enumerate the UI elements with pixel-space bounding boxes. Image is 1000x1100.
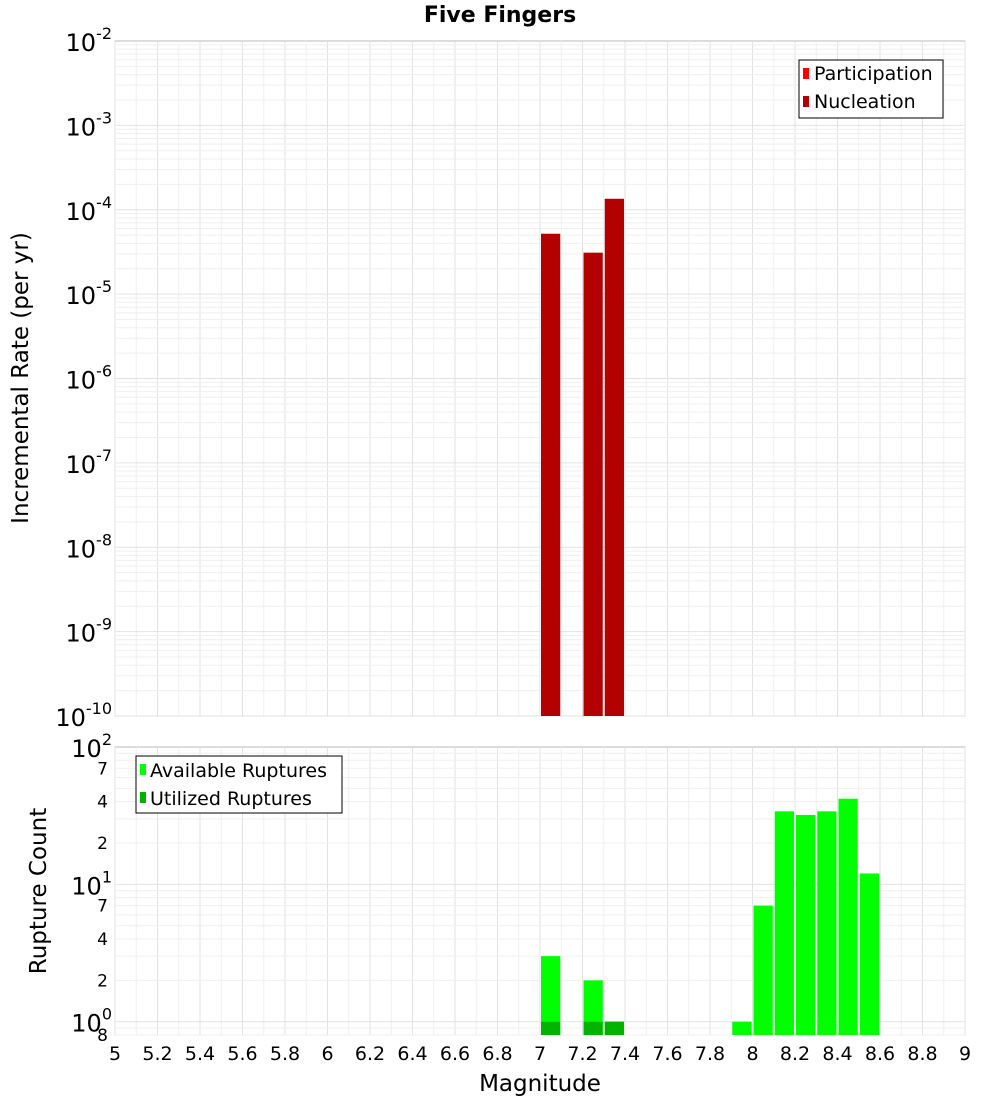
count-y-minor-tick-label: 8 xyxy=(97,1026,108,1046)
utilized-ruptures-bar xyxy=(583,1021,603,1035)
available-ruptures-bar xyxy=(838,798,858,1035)
participation-swatch xyxy=(803,68,809,79)
count-y-minor-tick-label: 2 xyxy=(97,834,108,854)
available-ruptures-bar xyxy=(817,811,837,1035)
nucleation-bar xyxy=(541,233,561,716)
x-tick-label: 9 xyxy=(959,1043,971,1065)
nucleation-swatch xyxy=(803,96,809,107)
count-y-minor-tick-label: 2 xyxy=(97,971,108,991)
x-tick-label: 6.4 xyxy=(397,1043,427,1065)
nucleation-legend-label: Nucleation xyxy=(814,91,916,113)
count-legend: Available Ruptures Utilized Ruptures xyxy=(135,755,343,814)
count-legend-box xyxy=(135,755,343,814)
nucleation-bar xyxy=(604,198,624,717)
count-y-ticks: 102 101 100 7 4 2 7 4 2 8 xyxy=(71,730,112,1046)
count-panel: 102 101 100 7 4 2 7 4 2 8 5 5.2 5.4 5.6 5.8 6 6.2 6.4 6.6… xyxy=(26,730,971,1097)
count-y-minor-tick-label: 4 xyxy=(97,793,108,813)
count-y-major-tick-label: 100 xyxy=(71,1005,112,1038)
count-y-axis-label: Rupture Count xyxy=(26,808,52,974)
x-tick-label: 8.4 xyxy=(822,1043,852,1065)
utilized-ruptures-bar xyxy=(604,1021,624,1035)
magnitude-x-ticks: 5 5.2 5.4 5.6 5.8 6 6.2 6.4 6.6 6.8 7 7.2 7.4 7.6 7.8 8… xyxy=(109,1043,971,1065)
available-ruptures-bar xyxy=(796,814,816,1035)
count-y-major-tick-label: 101 xyxy=(71,867,112,900)
x-axis-label: Magnitude xyxy=(479,1071,601,1097)
rate-grid xyxy=(114,41,966,717)
x-tick-label: 8 xyxy=(746,1043,758,1065)
rate-legend-box xyxy=(798,59,944,119)
available-ruptures-swatch xyxy=(140,764,146,775)
available-ruptures-bar xyxy=(774,811,794,1035)
rate-y-tick-label: 10-2 xyxy=(66,24,113,57)
rate-bars xyxy=(541,198,624,717)
x-tick-label: 8.2 xyxy=(780,1043,810,1065)
count-y-minor-tick-label: 7 xyxy=(97,759,108,779)
x-tick-label: 7.4 xyxy=(610,1043,640,1065)
utilized-ruptures-bar xyxy=(541,1021,561,1035)
rate-panel: 10-2 10-3 10-4 10-5 10-6 10-7 10-8 10-9 10-10 In… xyxy=(8,24,966,732)
rate-y-tick-label: 10-7 xyxy=(66,446,113,479)
x-tick-label: 6.2 xyxy=(355,1043,385,1065)
x-tick-label: 5.4 xyxy=(185,1043,215,1065)
x-tick-label: 8.6 xyxy=(865,1043,895,1065)
available-ruptures-bar xyxy=(541,956,561,1035)
rate-y-tick-label: 10-5 xyxy=(66,277,113,310)
participation-legend-label: Participation xyxy=(814,63,933,85)
x-tick-label: 7.6 xyxy=(652,1043,682,1065)
available-ruptures-bar xyxy=(732,1021,752,1035)
rate-y-axis-label: Incremental Rate (per yr) xyxy=(8,232,34,524)
rate-y-tick-label: 10-6 xyxy=(66,362,113,395)
x-tick-label: 6.8 xyxy=(482,1043,512,1065)
utilized-ruptures-legend-label: Utilized Ruptures xyxy=(150,788,312,810)
x-tick-label: 5.8 xyxy=(270,1043,300,1065)
x-tick-label: 8.8 xyxy=(907,1043,937,1065)
rate-y-tick-label: 10-10 xyxy=(55,699,112,732)
x-tick-label: 6.6 xyxy=(440,1043,470,1065)
x-tick-label: 7 xyxy=(534,1043,546,1065)
available-ruptures-bar xyxy=(753,905,773,1035)
available-ruptures-legend-label: Available Ruptures xyxy=(150,760,327,782)
count-y-minor-tick-label: 4 xyxy=(97,930,108,950)
available-ruptures-bar xyxy=(859,873,879,1035)
x-tick-label: 7.2 xyxy=(567,1043,597,1065)
x-tick-label: 5.2 xyxy=(142,1043,172,1065)
rate-y-tick-label: 10-4 xyxy=(66,193,113,226)
available-ruptures-bar xyxy=(583,980,603,1035)
chart-title: Five Fingers xyxy=(424,3,576,28)
nucleation-bar xyxy=(583,252,603,716)
rate-y-ticks: 10-2 10-3 10-4 10-5 10-6 10-7 10-8 10-9 10-10 xyxy=(55,24,112,732)
x-tick-label: 6 xyxy=(321,1043,333,1065)
rate-y-tick-label: 10-3 xyxy=(66,108,113,141)
count-y-major-tick-label: 102 xyxy=(71,730,112,763)
rate-y-tick-label: 10-8 xyxy=(66,530,113,563)
rate-y-tick-label: 10-9 xyxy=(66,615,113,648)
count-y-minor-tick-label: 7 xyxy=(97,897,108,917)
rate-legend: Participation Nucleation xyxy=(798,59,944,119)
x-tick-label: 5 xyxy=(109,1043,121,1065)
utilized-ruptures-swatch xyxy=(140,792,146,803)
count-bars xyxy=(541,798,879,1035)
x-tick-label: 7.8 xyxy=(695,1043,725,1065)
x-tick-label: 5.6 xyxy=(227,1043,257,1065)
